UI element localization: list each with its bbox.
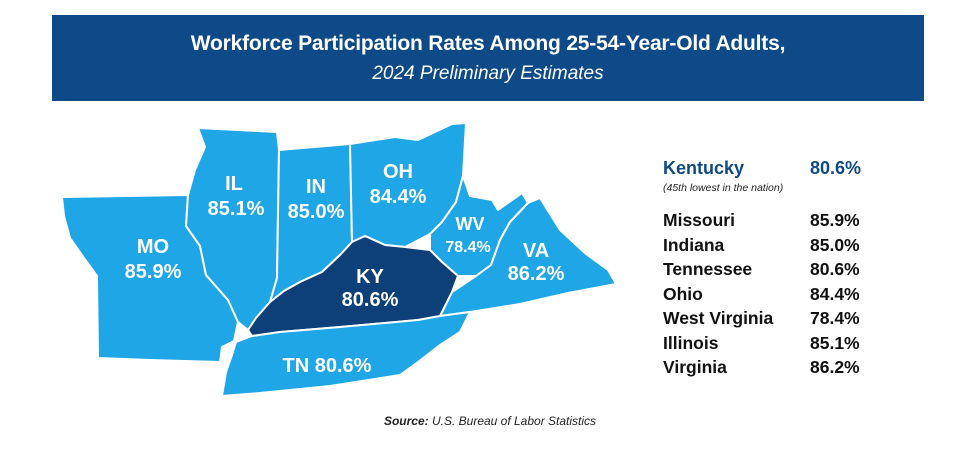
- stats-row-value: 85.9%: [810, 210, 860, 230]
- map-label-oh-value: 84.4%: [370, 186, 427, 208]
- stats-row-name: Ohio: [663, 283, 703, 304]
- map-label-il: IL: [225, 173, 243, 195]
- featured-state: Kentucky 80.6% (45th lowest in the natio…: [663, 158, 878, 210]
- map-label-va-value: 86.2%: [508, 263, 565, 285]
- featured-state-note: (45th lowest in the nation): [663, 182, 784, 194]
- page-subtitle: 2024 Preliminary Estimates: [372, 63, 604, 84]
- source-label: Source:: [383, 414, 429, 428]
- stats-row-value: 85.0%: [810, 234, 860, 255]
- stats-row: West Virginia 78.4%: [663, 308, 878, 333]
- map-label-wv: WV: [456, 214, 485, 234]
- stats-row: Tennessee 80.6%: [663, 259, 878, 284]
- stats-row-value: 80.6%: [810, 259, 860, 279]
- map-label-oh: OH: [383, 161, 413, 183]
- stats-row: Ohio 84.4%: [663, 284, 878, 309]
- map-label-ky: KY: [356, 266, 384, 288]
- map-label-wv-value: 78.4%: [445, 239, 490, 256]
- source-text: U.S. Bureau of Labor Statistics: [431, 414, 597, 428]
- map-label-va: VA: [523, 240, 549, 262]
- stats-row-value: 84.4%: [810, 283, 860, 304]
- map-label-in: IN: [306, 176, 326, 198]
- state-tennessee: [221, 311, 471, 397]
- source-note: Source: U.S. Bureau of Labor Statistics: [0, 414, 960, 428]
- map-label-mo-value: 85.9%: [125, 261, 182, 283]
- map-label-il-value: 85.1%: [208, 198, 265, 220]
- stats-row-name: Missouri: [663, 210, 735, 230]
- map-label-ky-value: 80.6%: [342, 289, 399, 311]
- stats-row-name: West Virginia: [663, 308, 774, 328]
- map-label-in-value: 85.0%: [288, 201, 345, 223]
- stats-row: Indiana 85.0%: [663, 235, 878, 260]
- stats-row-name: Illinois: [663, 332, 719, 353]
- map-label-mo: MO: [137, 236, 169, 258]
- stats-row-name: Tennessee: [663, 259, 753, 279]
- stats-row-value: 78.4%: [810, 308, 860, 328]
- stats-row: Virginia 86.2%: [663, 357, 878, 382]
- stats-row: Illinois 85.1%: [663, 333, 878, 358]
- stats-row: Missouri 85.9%: [663, 210, 878, 235]
- stats-panel: Kentucky 80.6% (45th lowest in the natio…: [663, 158, 878, 382]
- map-label-tn: TN 80.6%: [283, 355, 372, 377]
- featured-state-value: 80.6%: [810, 158, 862, 178]
- stats-row-name: Indiana: [663, 234, 725, 255]
- title-banner: Workforce Participation Rates Among 25-5…: [52, 15, 924, 101]
- page-title: Workforce Participation Rates Among 25-5…: [190, 32, 786, 55]
- state-virginia: [439, 197, 617, 317]
- stats-row-value: 86.2%: [810, 357, 860, 377]
- stats-row-name: Virginia: [663, 357, 727, 377]
- featured-state-name: Kentucky: [663, 158, 745, 178]
- stats-row-value: 85.1%: [810, 332, 860, 353]
